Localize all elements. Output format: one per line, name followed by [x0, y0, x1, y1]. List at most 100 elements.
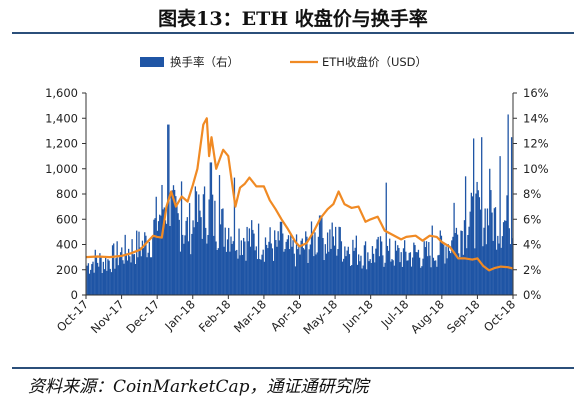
- turnover-bar: [418, 257, 421, 295]
- turnover-bar: [470, 192, 472, 295]
- turnover-bar: [441, 242, 444, 295]
- right-tick-label: 14%: [523, 111, 549, 125]
- turnover-bar: [190, 254, 192, 295]
- turnover-bar: [455, 227, 458, 295]
- turnover-bar: [394, 240, 397, 295]
- turnover-bar: [254, 250, 256, 295]
- turnover-bar: [153, 219, 155, 295]
- turnover-bar: [282, 233, 284, 295]
- turnover-bar: [497, 235, 499, 295]
- turnover-bar: [210, 162, 213, 295]
- left-tick-label: 1,400: [45, 111, 78, 125]
- turnover-bar: [437, 255, 439, 295]
- turnover-bar: [372, 253, 375, 295]
- turnover-bar: [491, 212, 493, 295]
- turnover-bar: [321, 217, 323, 295]
- turnover-bar: [96, 262, 99, 295]
- turnover-bar: [136, 230, 138, 295]
- turnover-bar: [107, 259, 109, 295]
- turnover-bar: [301, 238, 303, 295]
- left-tick-label: 800: [56, 187, 78, 201]
- turnover-bar: [209, 162, 211, 295]
- turnover-bar: [415, 252, 417, 295]
- turnover-bar: [489, 168, 491, 295]
- x-tick-label: Jan-18: [161, 297, 197, 333]
- turnover-bar: [440, 235, 443, 295]
- turnover-bar: [138, 231, 140, 295]
- turnover-bar: [201, 238, 203, 295]
- turnover-bar: [156, 230, 159, 295]
- turnover-bar: [140, 256, 142, 295]
- turnover-bar: [171, 190, 173, 295]
- turnover-bar: [312, 234, 314, 295]
- turnover-bar: [231, 243, 233, 295]
- turnover-bar: [507, 114, 509, 296]
- turnover-bar: [271, 248, 274, 295]
- turnover-bar: [435, 260, 437, 295]
- turnover-bar: [123, 263, 125, 295]
- turnover-bars: [86, 114, 514, 296]
- turnover-bar: [410, 266, 413, 295]
- turnover-bar: [482, 246, 484, 295]
- turnover-bar: [466, 248, 468, 295]
- turnover-bar: [145, 235, 147, 295]
- x-tick-label: Dec-17: [123, 297, 162, 336]
- turnover-bar: [264, 237, 267, 295]
- turnover-bar: [142, 248, 145, 295]
- turnover-bar: [218, 175, 221, 295]
- turnover-bar: [253, 233, 255, 295]
- legend-bar-swatch: [140, 57, 164, 67]
- turnover-bar: [328, 251, 330, 295]
- turnover-bar: [230, 236, 232, 295]
- turnover-bar: [386, 245, 389, 295]
- turnover-bar: [207, 235, 209, 295]
- turnover-bar: [473, 138, 475, 295]
- turnover-bar: [353, 250, 355, 295]
- turnover-bar: [103, 269, 106, 295]
- turnover-bar: [192, 220, 194, 295]
- turnover-bar: [284, 249, 286, 295]
- turnover-bar: [141, 240, 144, 295]
- source-text: 资料来源：CoinMarketCap，通证通研究院: [28, 377, 369, 397]
- turnover-bar: [188, 203, 191, 295]
- turnover-bar: [453, 202, 455, 295]
- turnover-bar: [366, 269, 368, 295]
- turnover-bar: [474, 248, 476, 295]
- turnover-bar: [124, 234, 126, 295]
- turnover-bar: [338, 226, 340, 295]
- turnover-bar: [272, 260, 275, 295]
- eth-chart: 0 200 400 600 800 1,000 1,200 1,400 1,600 0% 2% 4%…: [45, 55, 549, 337]
- turnover-bar: [438, 254, 440, 295]
- turnover-bar: [379, 236, 382, 295]
- turnover-bar: [431, 225, 433, 295]
- turnover-bar: [100, 256, 102, 295]
- turnover-bar: [313, 256, 315, 295]
- turnover-bar: [308, 249, 310, 295]
- turnover-bar: [385, 182, 387, 295]
- turnover-bar: [202, 194, 205, 295]
- turnover-bar: [126, 260, 129, 295]
- turnover-bar: [315, 254, 317, 295]
- turnover-bar: [221, 209, 223, 295]
- turnover-bar: [364, 241, 367, 295]
- turnover-bar: [404, 240, 406, 295]
- turnover-bar: [151, 257, 153, 295]
- turnover-bar: [118, 257, 121, 295]
- x-tick-label: Nov-17: [88, 297, 127, 336]
- right-tick-label: 10%: [523, 162, 549, 176]
- turnover-bar: [318, 215, 321, 295]
- turnover-bar: [183, 243, 185, 295]
- turnover-bar: [414, 245, 416, 295]
- turnover-bar: [122, 260, 124, 295]
- turnover-bar: [432, 257, 435, 295]
- turnover-bar: [110, 272, 113, 295]
- turnover-bar: [355, 235, 357, 295]
- turnover-bar: [429, 255, 431, 295]
- turnover-bar: [261, 254, 263, 295]
- turnover-bar: [322, 237, 324, 295]
- turnover-bar: [91, 264, 93, 295]
- turnover-bar: [165, 223, 168, 295]
- turnover-bar: [260, 259, 262, 295]
- turnover-bar: [430, 267, 432, 295]
- turnover-bar: [226, 239, 229, 295]
